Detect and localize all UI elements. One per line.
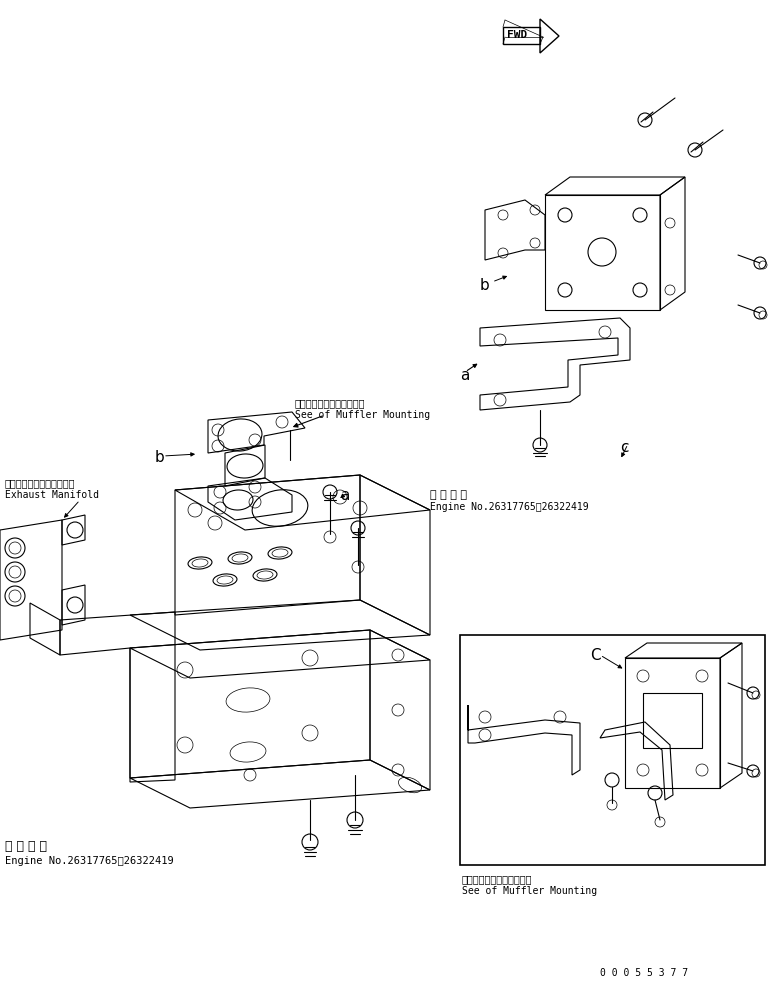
- Text: c: c: [620, 440, 629, 455]
- Text: See of Muffler Mounting: See of Muffler Mounting: [462, 886, 597, 896]
- Text: Engine No.26317765～26322419: Engine No.26317765～26322419: [5, 856, 174, 866]
- Text: See of Muffler Mounting: See of Muffler Mounting: [295, 410, 430, 420]
- Text: Exhaust Manifold: Exhaust Manifold: [5, 490, 99, 500]
- Text: エキゾーストマニホールド: エキゾーストマニホールド: [5, 478, 76, 488]
- Bar: [460, 635, 765, 865]
- Text: a: a: [460, 368, 470, 383]
- Text: FWD: FWD: [507, 30, 527, 40]
- Text: a: a: [340, 488, 349, 503]
- Text: b: b: [155, 450, 165, 465]
- Text: b: b: [480, 278, 490, 293]
- Text: マフラマウンティング参照: マフラマウンティング参照: [295, 398, 366, 408]
- Bar: [643, 693, 702, 748]
- Text: 適 用 号 機: 適 用 号 機: [5, 840, 47, 853]
- Text: 0 0 0 5 5 3 7 7: 0 0 0 5 5 3 7 7: [600, 968, 688, 978]
- Text: C: C: [590, 648, 601, 663]
- Text: 適 用 号 機: 適 用 号 機: [430, 490, 467, 500]
- Text: マフラマウンティング参照: マフラマウンティング参照: [462, 874, 533, 884]
- Text: Engine No.26317765～26322419: Engine No.26317765～26322419: [430, 502, 589, 512]
